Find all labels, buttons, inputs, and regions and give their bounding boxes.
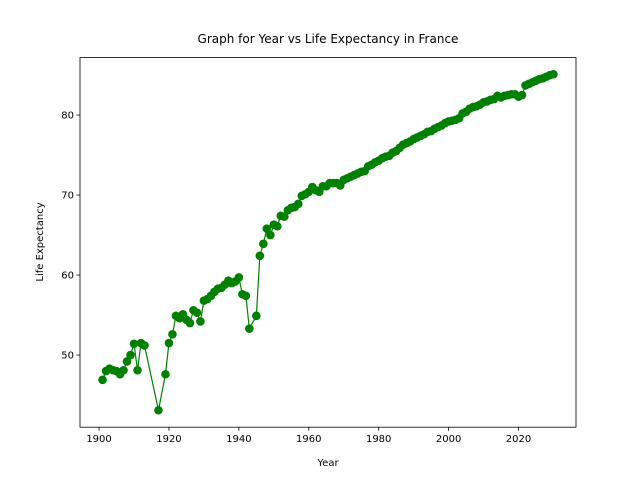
data-point	[119, 365, 128, 375]
y-tick-label: 70	[61, 191, 74, 202]
data-point	[262, 224, 272, 233]
chart-title: Graph for Year vs Life Expectancy in Fra…	[198, 32, 459, 46]
data-point	[234, 273, 244, 282]
data-point	[122, 357, 132, 366]
data-point	[280, 212, 289, 221]
x-tick-label: 1920	[156, 434, 181, 445]
x-tick-label: 1980	[366, 434, 391, 445]
x-tick-label: 1940	[226, 434, 251, 445]
data-point	[259, 239, 268, 249]
y-axis-label: Life Expectancy	[35, 202, 46, 281]
y-tick-label: 60	[61, 271, 74, 282]
x-tick-label: 1960	[296, 434, 321, 445]
x-tick-label: 1900	[86, 434, 111, 445]
data-point	[266, 230, 275, 240]
x-tick-label: 2000	[436, 434, 461, 445]
data-point	[168, 329, 177, 339]
data-point	[192, 308, 202, 317]
plot-frame	[79, 57, 577, 428]
x-tick-label: 2020	[506, 434, 531, 445]
data-point	[154, 405, 163, 415]
y-tick-label: 50	[61, 351, 74, 362]
y-tick-label: 80	[61, 111, 74, 122]
data-point	[293, 199, 303, 209]
data-point	[241, 291, 251, 301]
data-point	[140, 341, 149, 350]
data-point	[549, 69, 558, 79]
data-point	[245, 324, 254, 333]
data-point	[273, 221, 282, 231]
data-line	[101, 73, 554, 411]
data-point	[255, 251, 265, 261]
data-point	[126, 350, 135, 360]
data-point	[252, 311, 261, 321]
data-point	[164, 338, 174, 348]
data-point	[98, 375, 107, 385]
data-point	[185, 318, 195, 328]
data-point	[517, 90, 527, 100]
data-point	[196, 317, 205, 326]
data-point	[161, 369, 170, 379]
data-point	[133, 365, 142, 375]
data-point	[129, 339, 139, 349]
x-axis-label: Year	[316, 458, 339, 469]
